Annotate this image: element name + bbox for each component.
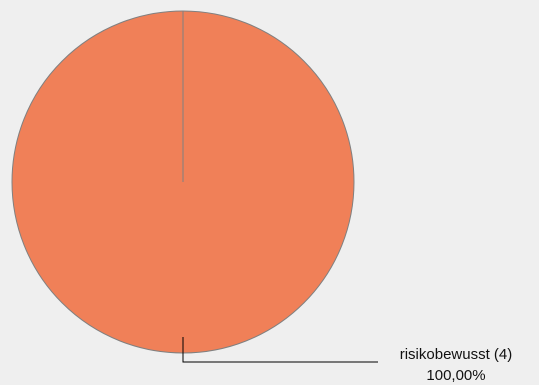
pie-slice-label: risikobewusst (4)	[400, 346, 513, 363]
pie-leader-line	[182, 337, 378, 363]
pie-slice-percent-label: 100,00%	[426, 367, 485, 384]
